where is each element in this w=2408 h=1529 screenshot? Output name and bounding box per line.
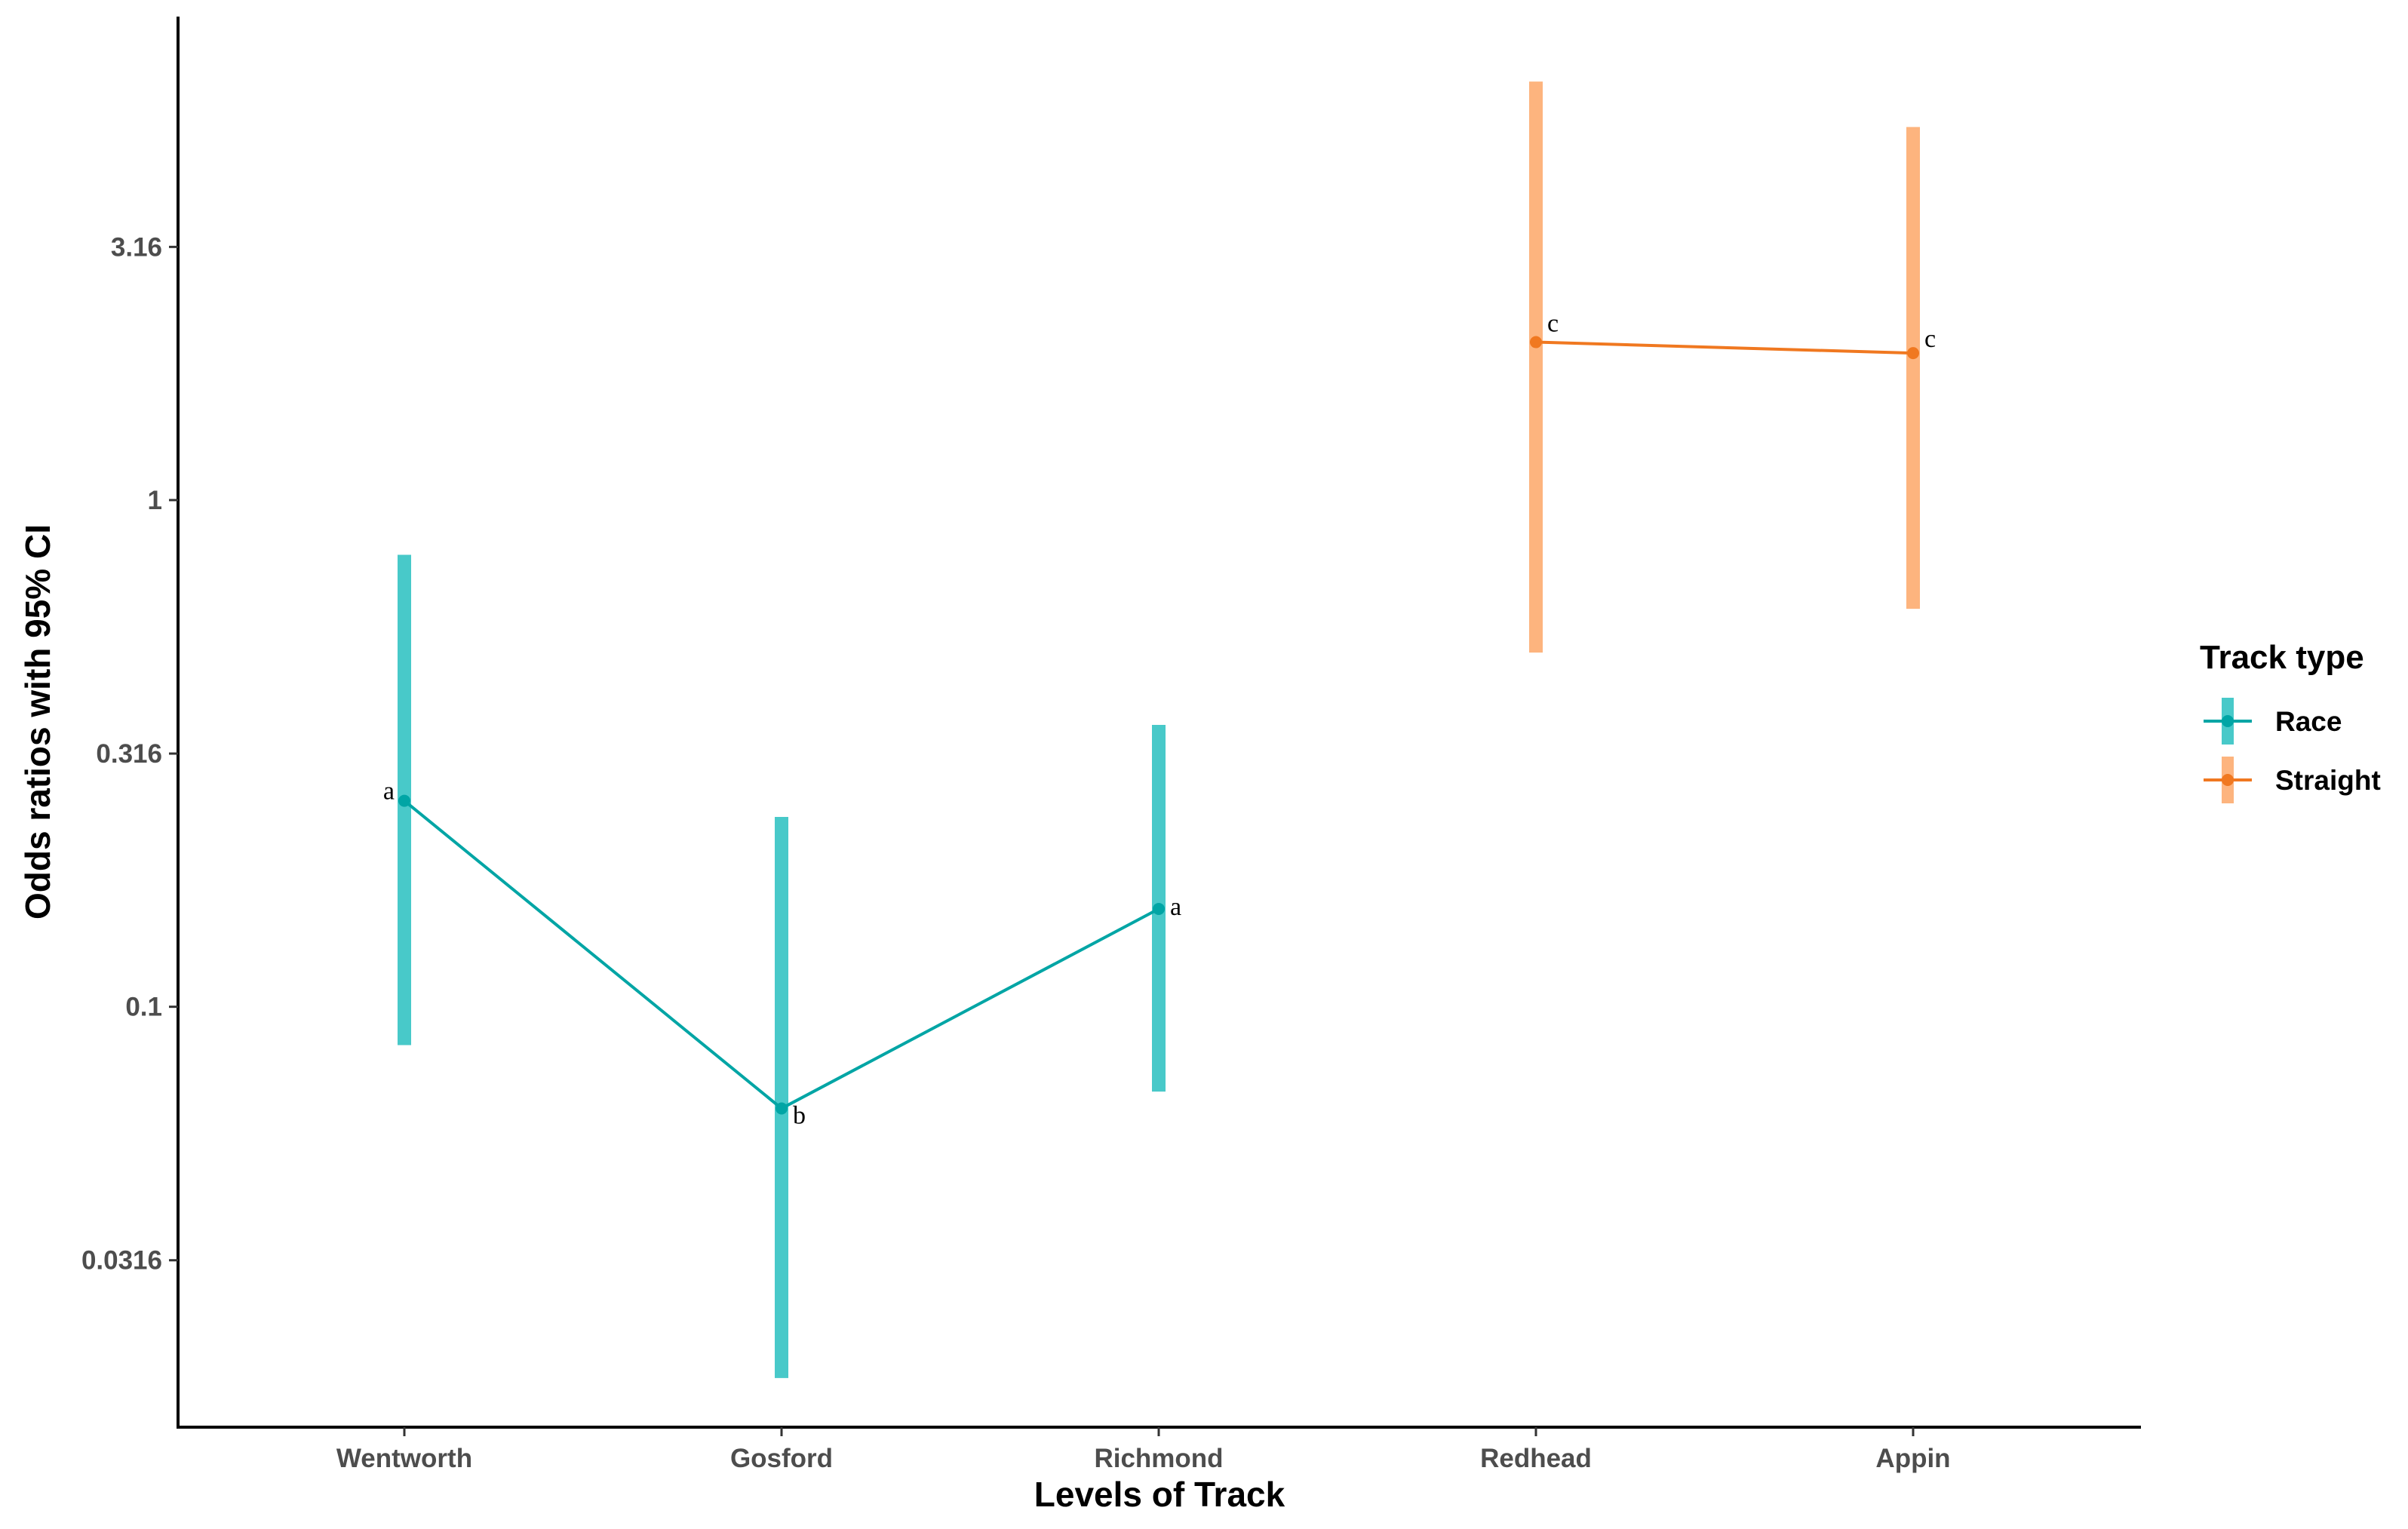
y-tick-label: 0.1	[125, 993, 162, 1022]
estimate-point	[1153, 902, 1165, 915]
legend-label: Straight	[2275, 765, 2381, 796]
series-straight: cc	[1529, 81, 1936, 653]
x-tick-label: Wentworth	[336, 1444, 472, 1473]
legend-label: Race	[2275, 706, 2342, 737]
x-tick-label: Redhead	[1480, 1444, 1592, 1473]
estimate-point	[398, 794, 410, 807]
significance-label: b	[793, 1101, 806, 1129]
x-tick-label: Gosford	[730, 1444, 833, 1473]
y-tick-label: 0.0316	[81, 1246, 162, 1276]
significance-label: c	[1924, 325, 1936, 353]
x-axis-ticks: Wentworth Gosford Richmond Redhead Appin	[336, 1427, 1951, 1473]
y-axis-title: Odds ratios with 95% CI	[18, 524, 57, 920]
legend-entry-race: Race	[2204, 698, 2342, 745]
estimate-point	[1530, 336, 1542, 348]
estimate-point	[776, 1102, 788, 1115]
legend-title: Track type	[2200, 639, 2364, 676]
legend-key-point	[2222, 774, 2234, 786]
significance-label: a	[383, 778, 395, 806]
significance-label: a	[1170, 893, 1181, 921]
series-line	[1535, 340, 1914, 355]
x-tick-label: Appin	[1875, 1444, 1950, 1473]
legend-entry-straight: Straight	[2204, 757, 2381, 803]
x-tick-label: Richmond	[1094, 1444, 1223, 1473]
legend-key-point	[2222, 715, 2234, 727]
y-tick-label: 1	[148, 486, 162, 515]
y-tick-label: 0.316	[96, 739, 162, 769]
legend: Track type Race Straight	[2200, 639, 2381, 803]
y-tick-label: 3.16	[111, 232, 162, 262]
significance-label: c	[1547, 310, 1559, 338]
x-axis-title: Levels of Track	[1034, 1475, 1285, 1514]
y-axis-ticks: 0.0316 0.1 0.316 1 3.16	[81, 232, 178, 1276]
estimate-point	[1907, 347, 1919, 360]
series-race: a b a	[383, 554, 1181, 1378]
